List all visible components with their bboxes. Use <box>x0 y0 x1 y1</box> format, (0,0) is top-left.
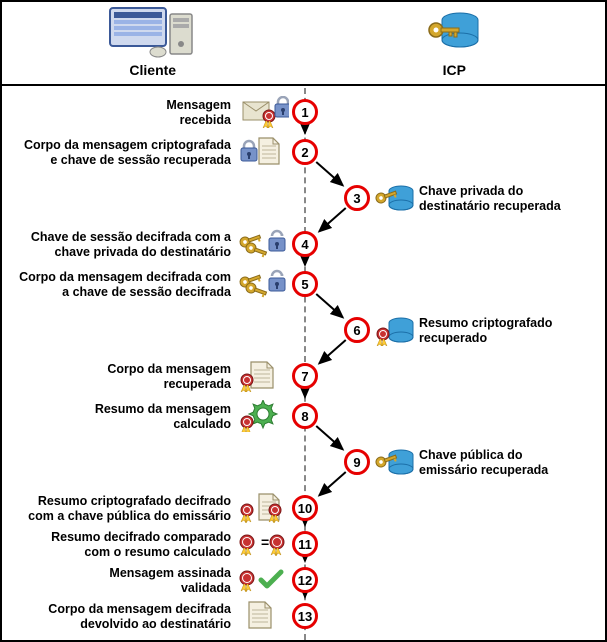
doc-icon <box>237 600 289 635</box>
step-node-10: 10 <box>292 495 318 521</box>
header-col-icp: ICP <box>304 2 606 84</box>
keys-unlock-icon <box>237 228 289 263</box>
icp-db-key-icon <box>424 10 484 58</box>
db-key-icon <box>375 182 417 217</box>
envelope-seal-icon <box>237 96 289 131</box>
step-node-6: 6 <box>344 317 370 343</box>
svg-text:=: = <box>261 534 269 550</box>
step-node-9: 9 <box>344 449 370 475</box>
header-col-cliente: Cliente <box>2 2 304 84</box>
lock-doc-icon <box>237 136 289 171</box>
seal-check-icon <box>237 564 289 599</box>
step-node-12: 12 <box>292 567 318 593</box>
db-key-icon <box>375 446 417 481</box>
step-node-7: 7 <box>292 363 318 389</box>
step-node-3: 3 <box>344 185 370 211</box>
doc-seal-pair-icon <box>237 492 289 527</box>
step-node-8: 8 <box>292 403 318 429</box>
gear-seal-icon <box>237 400 289 435</box>
step-node-11: 11 <box>292 531 318 557</box>
header-label-cliente: Cliente <box>129 62 176 78</box>
diagram-container: Cliente ICP <box>0 0 607 642</box>
diagram-body: 1Mensagemrecebida2Corpo da mensagem crip… <box>2 86 605 642</box>
step-node-1: 1 <box>292 99 318 125</box>
step-node-5: 5 <box>292 271 318 297</box>
client-computer-icon <box>108 6 198 58</box>
header: Cliente ICP <box>2 2 605 86</box>
seal-eq-seal-icon: = <box>237 528 289 563</box>
keys-unlock-icon <box>237 268 289 303</box>
step-node-13: 13 <box>292 603 318 629</box>
step-node-2: 2 <box>292 139 318 165</box>
header-label-icp: ICP <box>443 62 466 78</box>
db-seal-icon <box>375 314 417 349</box>
doc-seal-icon <box>237 360 289 395</box>
step-node-4: 4 <box>292 231 318 257</box>
